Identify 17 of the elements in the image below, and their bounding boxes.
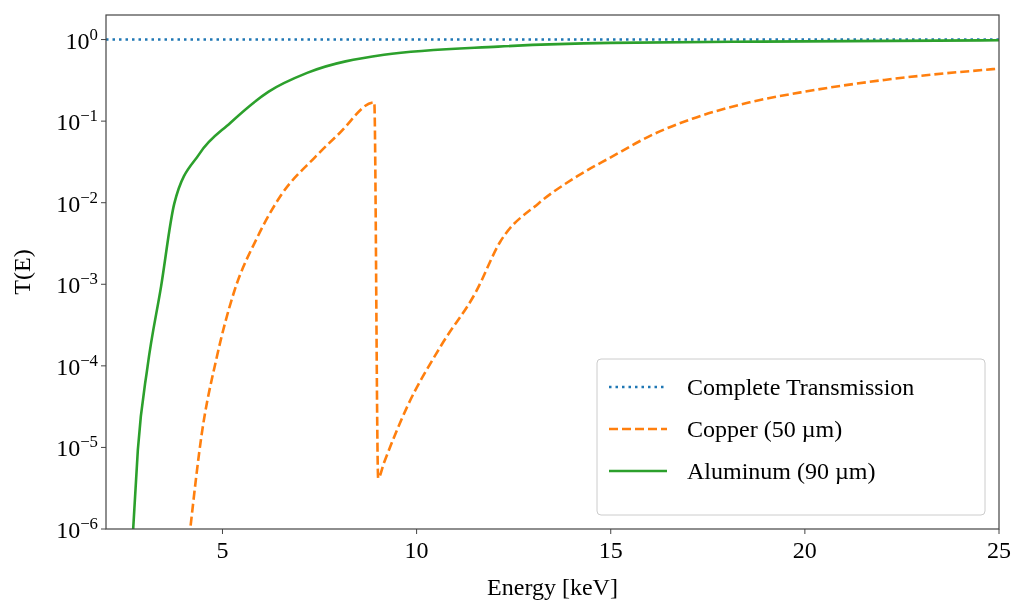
- y-tick-label: 10$^{−2}$: [56, 187, 98, 217]
- legend-label: Copper (50 µm): [687, 416, 843, 442]
- x-tick-label: 20: [792, 537, 817, 563]
- legend-label: Aluminum (90 µm): [687, 458, 876, 484]
- y-tick-label: 10$^{0}$: [65, 24, 98, 54]
- x-tick-label: 15: [598, 537, 623, 563]
- y-axis-title: T(E): [9, 249, 35, 295]
- y-tick-label: 10$^{−6}$: [56, 513, 98, 543]
- legend-label: Complete Transmission: [687, 374, 915, 400]
- y-tick-label: 10$^{−3}$: [56, 268, 98, 299]
- y-tick-label: 10$^{−5}$: [56, 431, 98, 462]
- y-tick-label: 10$^{−4}$: [56, 350, 99, 380]
- x-tick-label: 10: [404, 537, 429, 563]
- y-tick-label: 10$^{−1}$: [56, 105, 98, 136]
- x-axis-title: Energy [keV]: [487, 574, 618, 600]
- x-tick-label: 25: [987, 537, 1011, 563]
- x-tick-label: 5: [216, 537, 229, 563]
